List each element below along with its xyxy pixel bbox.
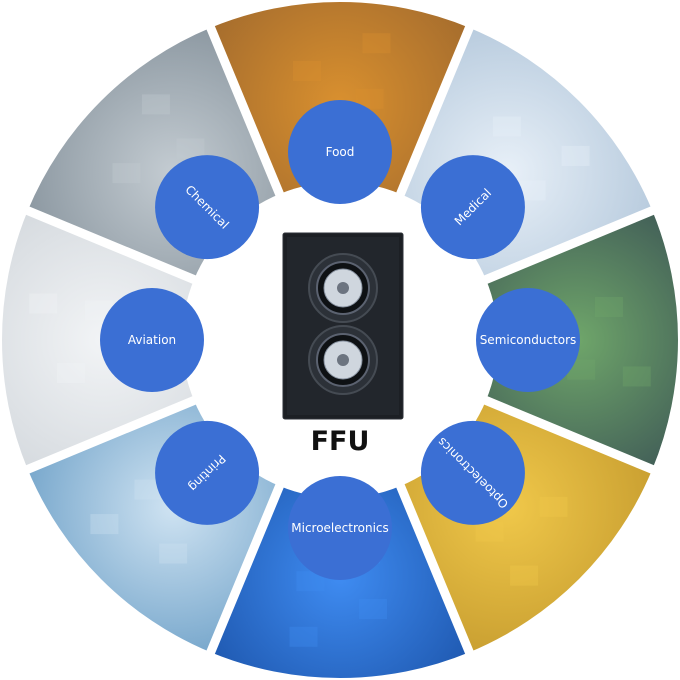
scene-detail bbox=[29, 293, 58, 314]
scene-detail bbox=[292, 61, 321, 82]
sector-label-semiconductors: Semiconductors bbox=[480, 333, 577, 347]
label-badge-semiconductors bbox=[476, 288, 580, 392]
fan-upper bbox=[308, 253, 378, 323]
scene-detail bbox=[289, 626, 318, 647]
scene-detail bbox=[296, 571, 325, 592]
sector-separator bbox=[467, 205, 656, 291]
scene-detail bbox=[57, 363, 86, 384]
scene-detail bbox=[176, 138, 205, 159]
label-badge-aviation bbox=[100, 288, 204, 392]
scene-detail bbox=[510, 565, 539, 586]
label-badge-printing bbox=[155, 420, 260, 525]
sector-separator bbox=[205, 467, 291, 656]
scene-detail bbox=[561, 145, 590, 166]
center-title: FFU bbox=[311, 426, 370, 457]
scene-detail bbox=[517, 180, 546, 201]
scene-detail bbox=[475, 521, 504, 542]
scene-detail bbox=[355, 88, 384, 109]
scene-detail bbox=[362, 33, 391, 54]
scene-detail bbox=[134, 479, 163, 500]
sector-separator bbox=[389, 467, 475, 656]
sector-separator bbox=[205, 24, 291, 213]
label-badge-medical bbox=[420, 155, 525, 260]
sector-label-food: Food bbox=[326, 145, 355, 159]
sector-separator bbox=[24, 389, 213, 475]
scene-detail bbox=[359, 598, 388, 619]
label-badge-microelectronics bbox=[288, 476, 392, 580]
scene-detail bbox=[539, 496, 568, 517]
sector-labels: FoodMedicalSemiconductorsOptoelectronics… bbox=[100, 100, 580, 580]
scene-detail bbox=[90, 514, 119, 535]
scene-detail bbox=[492, 116, 521, 137]
sector-label-aviation: Aviation bbox=[128, 333, 176, 347]
sector-label-microelectronics: Microelectronics bbox=[291, 521, 389, 535]
scene-detail bbox=[594, 296, 623, 317]
scene-detail bbox=[112, 163, 141, 184]
sector-separator bbox=[467, 389, 656, 475]
scene-detail bbox=[159, 543, 188, 564]
label-badge-chemical bbox=[155, 155, 260, 260]
sector-separator bbox=[24, 205, 213, 291]
fan-lower bbox=[308, 325, 378, 395]
scene-detail bbox=[141, 94, 170, 115]
label-badge-optoelectronics bbox=[420, 420, 525, 525]
sector-separator bbox=[389, 24, 475, 213]
scene-detail bbox=[84, 300, 113, 321]
scene-detail bbox=[567, 359, 596, 380]
fan-filter-unit bbox=[282, 232, 404, 420]
label-badge-food bbox=[288, 100, 392, 204]
scene-detail bbox=[622, 366, 651, 387]
